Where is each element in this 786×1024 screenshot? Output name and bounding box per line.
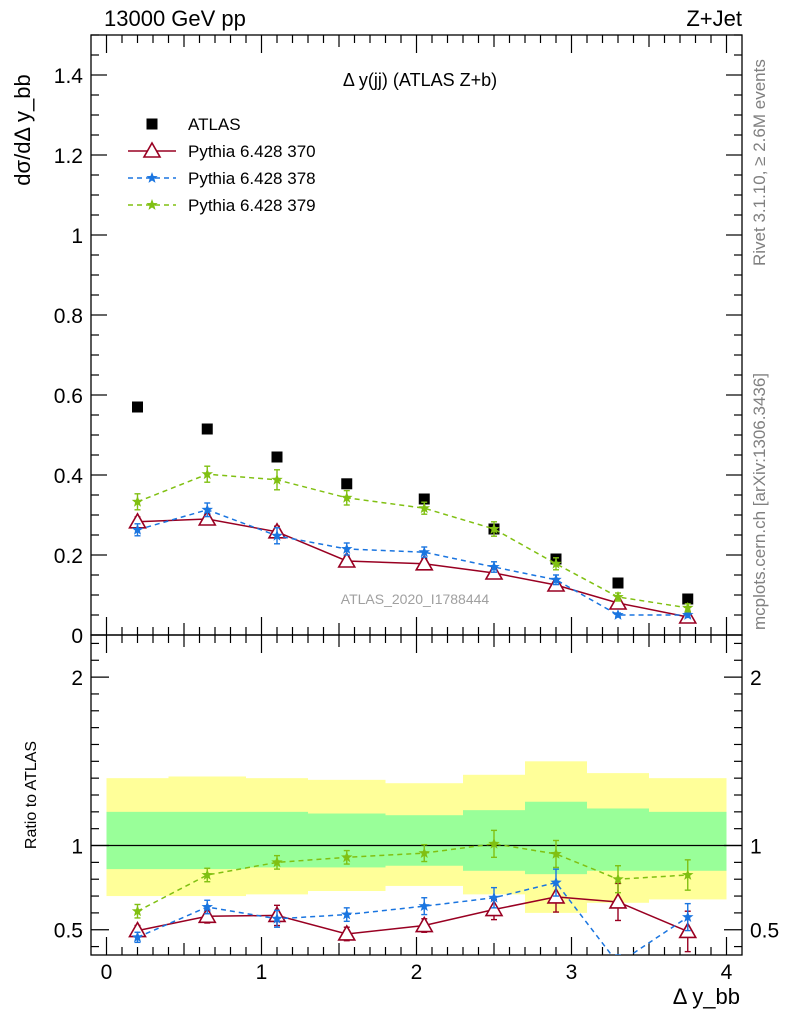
main-y-tick-label: 0 xyxy=(71,625,83,648)
data-point-star xyxy=(271,912,283,924)
data-point-triangle xyxy=(414,915,434,933)
ratio-y-tick-label-right: 0.5 xyxy=(750,920,779,943)
data-point-star xyxy=(341,491,353,503)
ratio-y-tick-label-right: 1 xyxy=(750,836,762,859)
data-point-star xyxy=(201,901,213,912)
data-point-triangle xyxy=(608,892,628,909)
data-point-star xyxy=(131,523,144,535)
data-point-triangle xyxy=(414,554,434,571)
rivet-version-label: Rivet 3.1.10, ≥ 2.6M events xyxy=(750,59,769,266)
ratio-y-tick-label: 0.5 xyxy=(54,920,83,943)
data-point-square xyxy=(271,451,283,463)
x-tick-label: 0 xyxy=(101,961,113,984)
data-point-square xyxy=(418,493,430,505)
data-point-star xyxy=(131,905,144,917)
data-point-square xyxy=(132,401,143,413)
band-inner-bin xyxy=(168,811,246,870)
data-point-square xyxy=(201,423,213,435)
main-y-tick-label: 0.8 xyxy=(54,305,83,328)
data-point-star xyxy=(341,908,353,920)
data-point-star xyxy=(341,543,353,554)
data-point-star xyxy=(201,869,213,880)
data-point-star xyxy=(682,609,694,620)
data-point-star xyxy=(612,609,624,620)
data-point-square xyxy=(612,577,624,589)
data-point-star xyxy=(488,523,500,534)
main-y-tick-label: 1.2 xyxy=(54,145,83,168)
data-point-star xyxy=(488,837,500,849)
main-y-tick-label: 0.2 xyxy=(54,545,83,568)
main-y-tick-label: 0.4 xyxy=(54,465,84,488)
band-inner-bin xyxy=(587,808,649,871)
legend-label: Pythia 6.428 378 xyxy=(188,169,316,188)
data-point-star xyxy=(682,869,694,880)
data-point-star xyxy=(201,503,213,515)
data-point-star xyxy=(271,856,283,868)
data-point-square xyxy=(682,593,694,605)
x-axis-label: Δ y_bb xyxy=(673,984,740,1009)
data-point-triangle xyxy=(337,924,357,941)
data-point-star xyxy=(682,911,694,922)
data-series xyxy=(128,401,698,955)
band-inner-bin xyxy=(106,811,169,870)
data-point-star xyxy=(550,573,562,585)
data-point-triangle xyxy=(197,906,217,924)
data-point-triangle xyxy=(197,509,217,526)
data-point-star xyxy=(271,529,283,541)
ratio-series-group xyxy=(131,829,694,919)
data-point-star xyxy=(201,468,213,480)
data-point-star xyxy=(271,473,283,485)
data-point-star xyxy=(418,847,430,858)
data-point-star xyxy=(550,876,562,888)
x-tick-label: 1 xyxy=(256,961,268,984)
data-point-star xyxy=(418,546,430,558)
ratio-y-tick-label: 2 xyxy=(71,667,83,690)
legend-label: ATLAS xyxy=(188,115,241,134)
data-point-star xyxy=(418,502,430,514)
axis-ticks: 0 0.2 0.4 0.6 0.8 1 1.2 1.4 0 1 2 3 4 0.5 0.5 1 1 2 2 xyxy=(54,34,779,984)
data-point-star xyxy=(612,591,624,602)
data-point-star xyxy=(341,851,353,863)
legend-label: Pythia 6.428 370 xyxy=(188,142,316,161)
data-point-square xyxy=(146,118,158,130)
data-point-star xyxy=(488,891,500,903)
series-line xyxy=(137,473,688,609)
series-line xyxy=(137,881,689,955)
data-point-star xyxy=(131,495,144,507)
data-point-triangle xyxy=(337,551,357,568)
data-point-star xyxy=(488,561,500,572)
data-point-star xyxy=(612,873,624,885)
data-point-star xyxy=(550,847,562,859)
x-tick-label: 4 xyxy=(721,961,733,984)
series-line xyxy=(137,509,688,616)
chart-title: Δ y(jj) (ATLAS Z+b) xyxy=(343,70,497,90)
ratio-series-group xyxy=(131,868,694,955)
ratio-y-tick-label: 1 xyxy=(71,836,83,859)
collision-energy-label: 13000 GeV pp xyxy=(104,6,246,31)
data-point-star xyxy=(550,557,562,569)
main-y-tick-label: 0.6 xyxy=(54,385,83,408)
data-point-star xyxy=(418,900,430,911)
data-point-star xyxy=(146,172,158,183)
ratio-y-axis-label: Ratio to ATLAS xyxy=(23,741,40,849)
x-tick-label: 3 xyxy=(566,961,578,984)
mcplots-reference-label: mcplots.cern.ch [arXiv:1306.3436] xyxy=(750,372,769,630)
analysis-watermark: ATLAS_2020_I1788444 xyxy=(341,591,490,607)
data-point-triangle xyxy=(142,141,162,158)
data-point-star xyxy=(682,601,694,613)
legend: ATLAS Pythia 6.428 370 Pythia 6.428 378 Pyt… xyxy=(128,115,316,215)
uncertainty-bands xyxy=(91,761,742,913)
data-point-square xyxy=(341,478,353,490)
main-y-tick-label: 1 xyxy=(71,225,83,248)
process-label: Z+Jet xyxy=(686,6,742,31)
ratio-y-tick-label-right: 2 xyxy=(750,667,762,690)
legend-label: Pythia 6.428 379 xyxy=(188,196,316,215)
main-y-axis-label: dσ/dΔ y_bb xyxy=(10,74,35,185)
data-point-star xyxy=(146,199,158,210)
x-tick-label: 2 xyxy=(411,961,423,984)
data-point-star xyxy=(131,931,144,943)
main-y-tick-label: 1.4 xyxy=(54,65,84,88)
